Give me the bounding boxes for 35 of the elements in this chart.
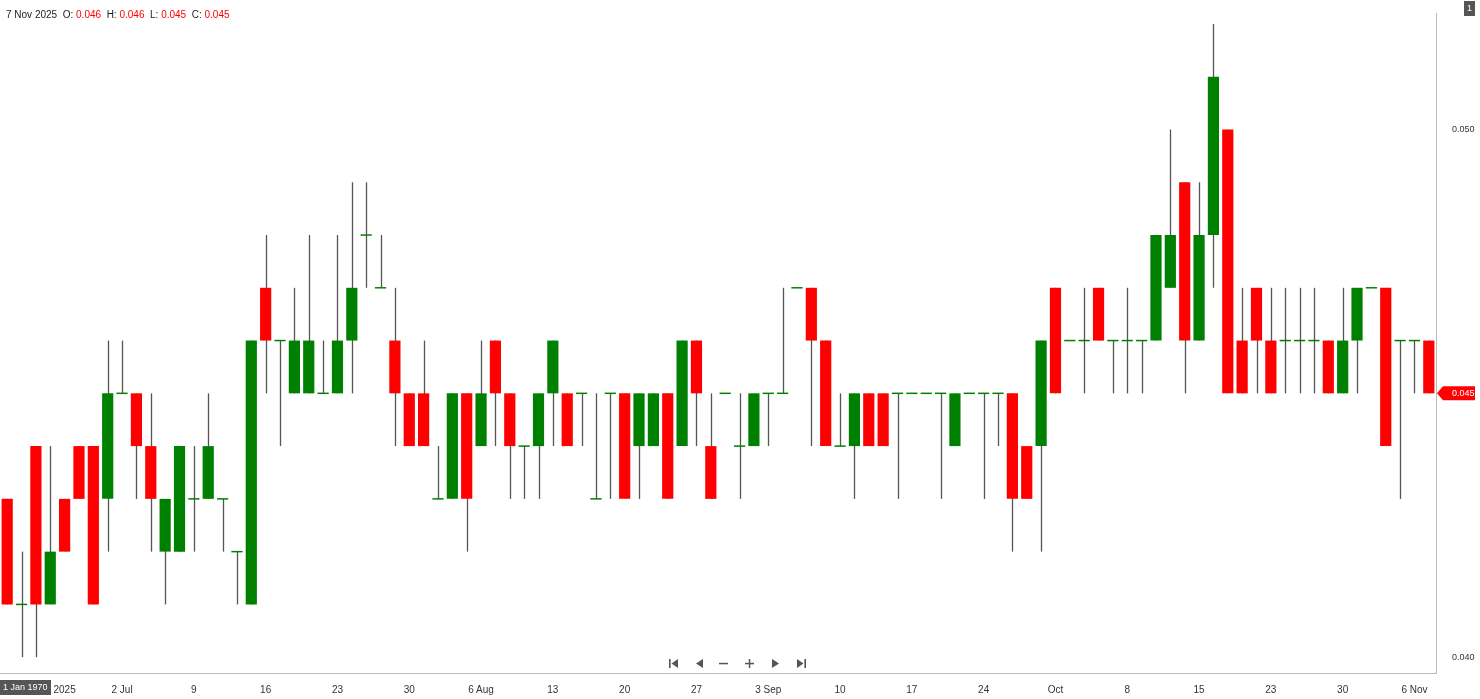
- candlestick: [431, 445, 445, 500]
- x-tick-label: 9: [191, 683, 198, 695]
- y-tick-label: 0.045: [1452, 387, 1475, 398]
- x-tick-label: 23: [331, 683, 344, 695]
- candlestick: [589, 392, 603, 500]
- x-tick-label: 2025: [53, 683, 77, 695]
- candlestick: [359, 181, 373, 289]
- candlestick: [216, 498, 229, 553]
- x-tick-label: 15: [1193, 683, 1206, 695]
- candlestick: [833, 392, 847, 447]
- x-tick-label: 13: [547, 683, 559, 695]
- x-tick-label: 20: [619, 683, 631, 695]
- x-tick-label: 2 Jul: [111, 683, 133, 695]
- candlestick: [733, 392, 746, 500]
- x-tick-label: 24: [978, 683, 990, 695]
- x-tick-label: Oct: [1047, 683, 1064, 695]
- x-tick-label: 17: [906, 683, 918, 695]
- candlestick: [187, 445, 201, 553]
- chart-title: 7 Nov 2025 O: 0.046 H: 0.046 L: 0.045 C: 0.045: [6, 9, 230, 20]
- y-tick-label: 0.050: [1452, 123, 1475, 134]
- x-tick-label: 10: [834, 683, 847, 695]
- x-tick-label: 23: [1265, 683, 1277, 695]
- text: 1 Jan 1970: [0, 680, 51, 695]
- x-tick-label: 8: [1124, 683, 1131, 695]
- x-tick-label: 6 Nov: [1401, 683, 1428, 695]
- x-tick-label: 3 Sep: [755, 683, 782, 695]
- text: 1: [1463, 1, 1475, 16]
- x-tick-label: 16: [260, 683, 272, 695]
- candlestick: [374, 234, 387, 289]
- candlestick: [517, 445, 531, 500]
- x-tick-label: 6 Aug: [468, 683, 494, 695]
- x-tick-label: 27: [690, 683, 703, 695]
- x-tick-label: 30: [1337, 683, 1349, 695]
- x-tick-label: 30: [403, 683, 416, 695]
- y-tick-label: 0.040: [1452, 651, 1475, 662]
